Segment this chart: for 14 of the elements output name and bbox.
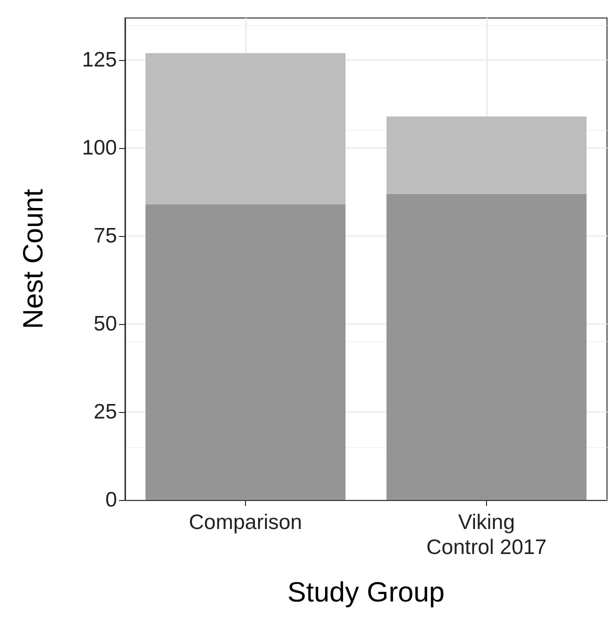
y-tick-label: 50: [94, 312, 117, 336]
bar: [145, 204, 346, 500]
x-tick-label: Viking Control 2017: [426, 511, 547, 559]
bar: [386, 116, 587, 194]
y-tick-label: 100: [82, 136, 117, 160]
y-tick-label: 25: [94, 400, 117, 424]
y-tick-label: 125: [82, 48, 117, 72]
bar: [145, 53, 346, 204]
y-axis-title: Nest Count: [18, 188, 48, 330]
x-axis-title: Study Group: [287, 576, 445, 608]
y-tick-label: 0: [105, 488, 117, 512]
y-tick-label: 75: [94, 224, 117, 248]
x-tick-label: Comparison: [188, 511, 302, 534]
bar: [386, 194, 587, 500]
